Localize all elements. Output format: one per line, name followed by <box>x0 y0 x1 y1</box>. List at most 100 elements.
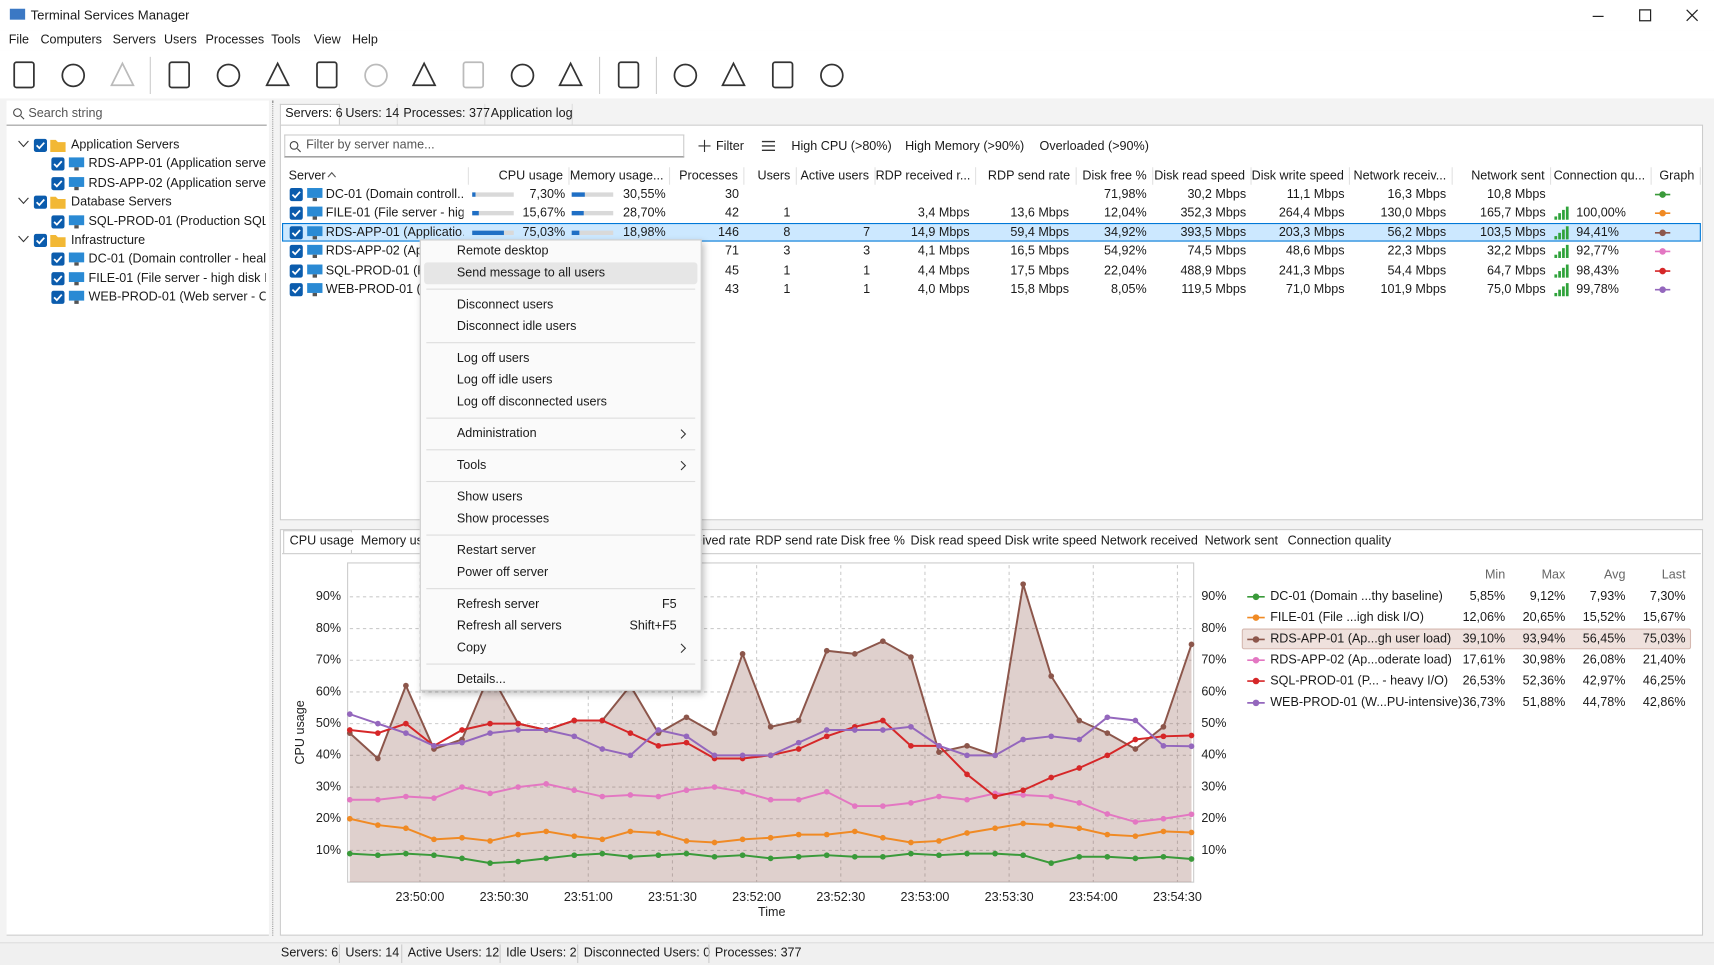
menu-item[interactable]: Power off server <box>456 566 549 580</box>
legend-name[interactable]: SQL-PROD-01 (P... - heavy I/O) <box>1270 674 1449 688</box>
filter-input[interactable] <box>284 134 685 158</box>
toolbar-button[interactable] <box>60 61 86 89</box>
chart-tab[interactable]: Disk free % <box>840 532 908 550</box>
toolbar-button[interactable] <box>11 61 37 89</box>
tree-group[interactable]: Application Servers <box>71 138 180 152</box>
checkbox[interactable] <box>51 157 65 171</box>
checkbox[interactable] <box>51 252 65 267</box>
server-name[interactable]: FILE-01 (File server - hig... <box>325 207 464 221</box>
server-name[interactable]: RDS-APP-01 (Applicatio... <box>325 226 464 240</box>
tree-item[interactable]: SQL-PROD-01 (Production SQL Se <box>88 214 266 229</box>
checkbox[interactable] <box>289 283 303 297</box>
toolbar-button[interactable] <box>215 61 241 89</box>
menu-item[interactable]: Log off idle users <box>456 373 553 387</box>
toolbar-button[interactable] <box>314 61 340 89</box>
close-button[interactable] <box>1686 9 1699 22</box>
menu-item[interactable]: Computers <box>40 33 102 48</box>
menu-item[interactable]: Send message to all users <box>456 266 606 280</box>
menu-item[interactable]: Help <box>351 33 378 48</box>
tab[interactable] <box>279 103 340 126</box>
legend-name[interactable]: FILE-01 (File ...igh disk I/O) <box>1270 611 1424 625</box>
menu-item[interactable]: Details... <box>456 673 506 687</box>
expand-arrow[interactable] <box>18 197 29 205</box>
menu-item[interactable]: Disconnect idle users <box>456 320 577 334</box>
filter-preset[interactable]: Overloaded (>90%) <box>1039 139 1149 154</box>
tab-label[interactable]: Users: 14 <box>345 107 400 121</box>
toolbar-button[interactable] <box>672 61 698 89</box>
expand-arrow[interactable] <box>18 235 29 243</box>
menu-item[interactable]: Tools <box>271 33 301 48</box>
chart-tab[interactable]: Network sent <box>1204 532 1281 550</box>
filter-preset[interactable]: High CPU (>80%) <box>791 139 892 154</box>
toolbar-button[interactable] <box>615 61 641 89</box>
chart-tab[interactable]: Network received <box>1100 532 1201 550</box>
filter-menu-icon[interactable] <box>761 140 776 152</box>
server-name[interactable]: DC-01 (Domain controll... <box>325 188 464 202</box>
checkbox[interactable] <box>33 233 48 248</box>
tree-item[interactable]: RDS-APP-02 (Application server - <box>88 176 266 190</box>
checkbox[interactable] <box>289 245 303 259</box>
tree-item[interactable]: FILE-01 (File server - high disk I/O <box>88 271 266 286</box>
maximize-button[interactable] <box>1639 9 1652 22</box>
toolbar-button[interactable] <box>411 61 437 89</box>
menu-item[interactable]: Administration <box>456 427 537 441</box>
search-box[interactable] <box>6 102 267 126</box>
tab[interactable] <box>398 103 486 126</box>
toolbar-button[interactable] <box>109 61 135 89</box>
tab[interactable] <box>485 103 573 126</box>
legend-name[interactable]: DC-01 (Domain ...thy baseline) <box>1270 590 1443 604</box>
chart-tab[interactable]: Disk write speed <box>1004 532 1099 550</box>
toolbar-button[interactable] <box>819 61 845 89</box>
menu-item[interactable]: Disconnect users <box>456 298 554 312</box>
toolbar-button[interactable] <box>770 61 796 89</box>
menu-item[interactable]: Show users <box>456 490 523 504</box>
checkbox[interactable] <box>289 207 303 221</box>
checkbox[interactable] <box>51 290 65 305</box>
filter-button[interactable]: Filter <box>715 139 744 154</box>
checkbox[interactable] <box>51 176 65 190</box>
menu-item[interactable]: View <box>313 33 341 48</box>
server-name[interactable]: SQL-PROD-01 (Pr <box>325 264 430 278</box>
column-header[interactable]: Server <box>288 169 326 183</box>
chart-tab[interactable]: CPU usage <box>289 532 357 550</box>
tab-label[interactable]: Application log <box>490 107 573 121</box>
menu-item[interactable]: Show processes <box>456 512 550 526</box>
checkbox[interactable] <box>33 195 48 209</box>
checkbox[interactable] <box>289 226 303 240</box>
menu-item[interactable]: Servers <box>112 33 156 48</box>
menu-item[interactable]: Log off disconnected users <box>456 395 607 409</box>
checkbox[interactable] <box>289 188 303 202</box>
legend-name[interactable]: RDS-APP-01 (Ap...gh user load) <box>1270 632 1452 646</box>
toolbar-button[interactable] <box>720 61 746 89</box>
tab[interactable] <box>340 103 398 126</box>
tree-item[interactable]: WEB-PROD-01 (Web server - CPU <box>88 290 266 305</box>
tree-group[interactable]: Infrastructure <box>71 233 146 248</box>
tab-label[interactable]: Servers: 6 <box>285 107 343 121</box>
menu-item[interactable]: Refresh all servers <box>456 619 562 633</box>
toolbar-button[interactable] <box>557 61 583 89</box>
server-name[interactable]: WEB-PROD-01 (W <box>325 283 433 297</box>
chart-tab[interactable]: Connection quality <box>1287 532 1394 550</box>
menu-item[interactable]: Processes <box>205 33 265 48</box>
chart-tab[interactable]: Disk read speed <box>910 532 1004 550</box>
toolbar-button[interactable] <box>265 61 291 89</box>
toolbar-button[interactable] <box>509 61 535 89</box>
server-name[interactable]: RDS-APP-02 (App <box>325 245 430 259</box>
toolbar-button[interactable] <box>166 61 192 89</box>
menu-item[interactable]: Tools <box>456 459 487 473</box>
minimize-button[interactable] <box>1592 10 1604 21</box>
tab-label[interactable]: Processes: 377 <box>403 107 491 121</box>
menu-item[interactable]: Restart server <box>456 544 536 558</box>
menu-item[interactable]: Refresh server <box>456 597 540 612</box>
menu-item[interactable]: File <box>8 33 30 48</box>
checkbox[interactable] <box>51 271 65 286</box>
legend-name[interactable]: RDS-APP-02 (Ap...oderate load) <box>1270 653 1452 667</box>
chart-tab[interactable]: RDP send rate <box>755 532 840 550</box>
checkbox[interactable] <box>51 214 65 229</box>
menu-item[interactable]: Log off users <box>456 351 530 366</box>
toolbar-button[interactable] <box>363 61 389 89</box>
tree-item[interactable]: RDS-APP-01 (Application server - <box>88 157 266 171</box>
menu-item[interactable]: Copy <box>456 641 487 655</box>
menu-item[interactable]: Remote desktop <box>456 244 549 258</box>
checkbox[interactable] <box>289 264 303 278</box>
